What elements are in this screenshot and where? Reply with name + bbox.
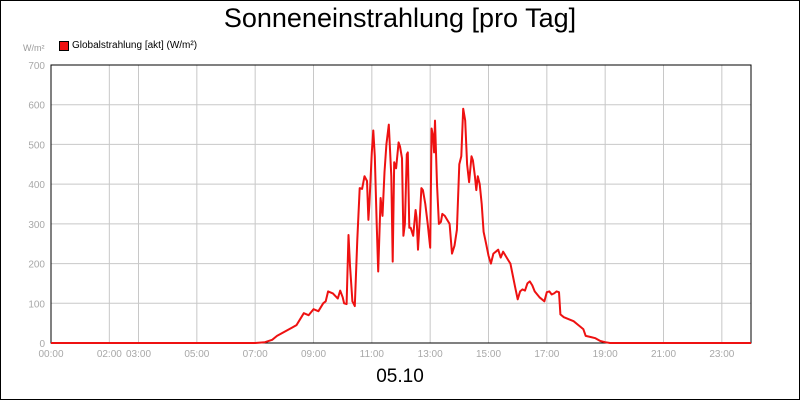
y-tick-label: 500	[28, 140, 45, 151]
x-tick-label: 07:00	[243, 349, 268, 360]
x-tick-label: 05:00	[184, 349, 209, 360]
y-tick-label: 700	[28, 61, 45, 72]
x-tick-label: 03:00	[126, 349, 151, 360]
legend-label: Globalstrahlung [akt] (W/m²)	[72, 40, 198, 51]
legend-swatch	[59, 40, 69, 51]
x-tick-label: 19:00	[593, 349, 618, 360]
x-tick-label: 23:00	[709, 349, 734, 360]
x-tick-label: 02:00	[97, 349, 122, 360]
plot-border	[50, 64, 752, 344]
y-tick-label: 400	[28, 180, 45, 191]
x-tick-label: 09:00	[301, 349, 326, 360]
legend: Globalstrahlung [akt] (W/m²)	[59, 40, 197, 51]
x-tick-label: 17:00	[534, 349, 559, 360]
series-line-globalstrahlung	[51, 107, 751, 344]
y-tick-label: 600	[28, 101, 45, 112]
chart-title: Sonneneinstrahlung [pro Tag]	[223, 3, 577, 33]
y-tick-label: 300	[28, 220, 45, 231]
y-tick-label: 0	[39, 339, 45, 350]
date-label: 05.10	[376, 366, 424, 387]
y-tick-label: 100	[28, 299, 45, 310]
x-tick-label: 21:00	[651, 349, 676, 360]
y-axis-unit: W/m²	[23, 43, 45, 53]
x-tick-label: 13:00	[418, 349, 443, 360]
x-tick-label: 00:00	[38, 349, 63, 360]
y-tick-label: 200	[28, 260, 45, 271]
x-tick-label: 15:00	[476, 349, 501, 360]
x-tick-label: 11:00	[360, 349, 385, 360]
